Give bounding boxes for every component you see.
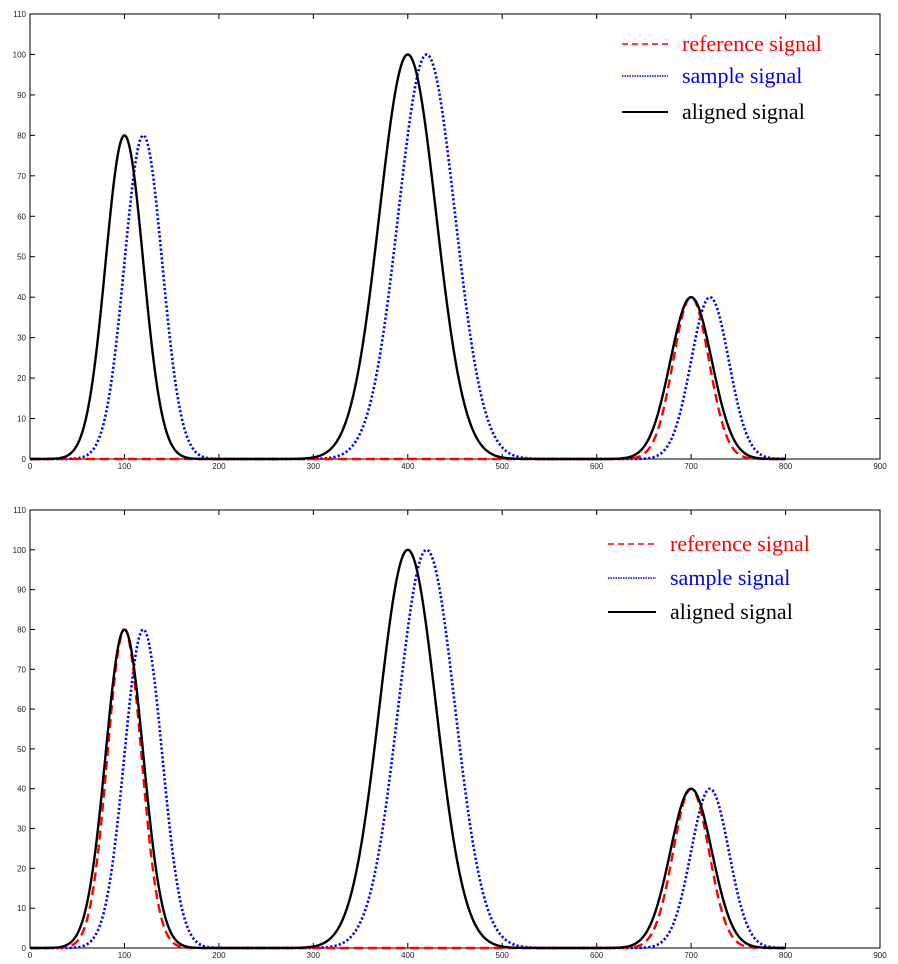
y-tick-label: 100 <box>13 50 27 59</box>
y-tick-label: 50 <box>17 745 26 754</box>
y-tick-label: 60 <box>17 705 26 714</box>
x-tick-label: 900 <box>873 462 887 471</box>
legend-label: sample signal <box>670 565 790 590</box>
x-tick-label: 0 <box>28 462 33 471</box>
legend: reference signal sample signal aligned sig… <box>608 531 810 624</box>
y-tick-label: 110 <box>13 506 26 515</box>
series-line-reference-signal <box>29 628 786 950</box>
x-tick-label: 900 <box>873 951 887 960</box>
x-tick-label: 600 <box>590 951 604 960</box>
x-tick-label: 400 <box>401 951 415 960</box>
y-tick-label: 0 <box>22 944 27 953</box>
legend-label: reference signal <box>670 531 810 556</box>
y-tick-label: 60 <box>17 212 26 221</box>
y-tick-label: 40 <box>17 293 26 302</box>
series-line-sample-signal <box>29 53 786 461</box>
y-tick-label: 30 <box>17 334 26 343</box>
y-tick-label: 50 <box>17 253 26 262</box>
y-tick-label: 0 <box>22 455 27 464</box>
y-tick-label: 100 <box>13 546 27 555</box>
chart-panel-2: 0 100 200 300 400 500 600 700 800 900 0 10 20 30 40 50 6… <box>13 506 888 960</box>
x-tick-label: 300 <box>307 462 321 471</box>
y-tick-label: 90 <box>17 91 26 100</box>
y-tick-label: 80 <box>17 131 26 140</box>
series-line-aligned-signal <box>29 53 786 461</box>
x-tick-label: 800 <box>779 462 793 471</box>
x-tick-label: 400 <box>401 462 415 471</box>
series-line-reference-signal <box>29 295 786 461</box>
x-tick-label: 100 <box>118 462 132 471</box>
series-line-aligned-signal <box>29 548 786 950</box>
x-tick-label: 800 <box>779 951 793 960</box>
x-tick-label: 0 <box>28 951 33 960</box>
y-tick-label: 70 <box>17 665 26 674</box>
x-tick-label: 700 <box>684 462 698 471</box>
legend: reference signal sample signal aligned sig… <box>622 31 822 124</box>
y-tick-label: 40 <box>17 785 26 794</box>
y-tick-label: 30 <box>17 825 26 834</box>
x-tick-label: 200 <box>212 951 226 960</box>
legend-label: aligned signal <box>670 599 793 624</box>
legend-label: sample signal <box>682 63 802 88</box>
y-tick-label: 20 <box>17 864 26 873</box>
chart-panel-1: 0 100 200 300 400 500 600 700 800 900 0 10 20 30 40 50 6… <box>13 10 888 471</box>
legend-label: reference signal <box>682 31 822 56</box>
y-tick-label: 20 <box>17 374 26 383</box>
y-tick-label: 110 <box>13 10 26 19</box>
x-tick-label: 100 <box>118 951 132 960</box>
y-tick-label: 70 <box>17 172 26 181</box>
legend-label: aligned signal <box>682 99 805 124</box>
x-tick-label: 500 <box>496 951 510 960</box>
y-tick-label: 90 <box>17 586 26 595</box>
x-tick-label: 300 <box>307 951 321 960</box>
y-tick-label: 10 <box>17 415 26 424</box>
y-tick-label: 10 <box>17 904 26 913</box>
x-tick-label: 200 <box>212 462 226 471</box>
y-tick-label: 80 <box>17 625 26 634</box>
x-tick-label: 600 <box>590 462 604 471</box>
x-tick-label: 500 <box>496 462 510 471</box>
x-tick-label: 700 <box>684 951 698 960</box>
